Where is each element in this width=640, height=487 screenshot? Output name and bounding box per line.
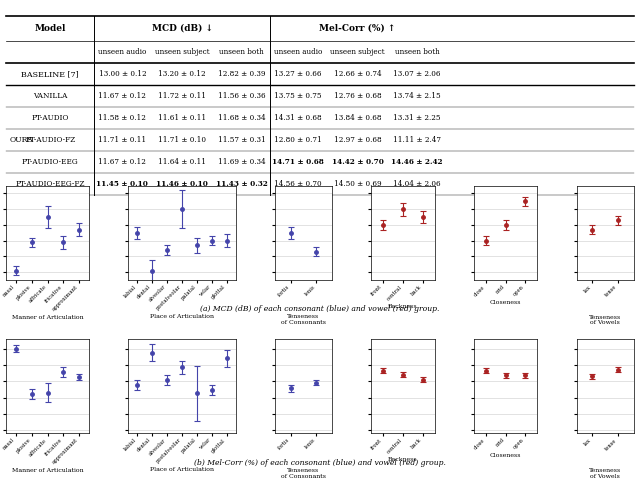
Text: 12.97 ± 0.68: 12.97 ± 0.68 (334, 136, 381, 144)
Text: OURS: OURS (10, 136, 33, 144)
Text: unseen both: unseen both (220, 48, 264, 56)
Text: unseen audio: unseen audio (99, 48, 147, 56)
Text: BASELINE [7]: BASELINE [7] (21, 70, 79, 78)
Text: unseen subject: unseen subject (330, 48, 385, 56)
X-axis label: Place of Articulation: Place of Articulation (150, 467, 214, 472)
Text: 11.43 ± 0.32: 11.43 ± 0.32 (216, 180, 268, 187)
Text: Model: Model (35, 24, 66, 33)
Text: 11.67 ± 0.12: 11.67 ± 0.12 (99, 158, 147, 166)
Text: PT-AUDIO-EEG: PT-AUDIO-EEG (22, 158, 79, 166)
X-axis label: Place of Articulation: Place of Articulation (150, 314, 214, 319)
X-axis label: Manner of Articulation: Manner of Articulation (12, 315, 83, 319)
Text: 11.72 ± 0.11: 11.72 ± 0.11 (158, 92, 206, 100)
Text: 12.76 ± 0.68: 12.76 ± 0.68 (334, 92, 381, 100)
Text: 14.46 ± 2.42: 14.46 ± 2.42 (392, 158, 443, 166)
Text: 11.69 ± 0.34: 11.69 ± 0.34 (218, 158, 266, 166)
Text: 13.07 ± 2.06: 13.07 ± 2.06 (394, 70, 441, 78)
X-axis label: Closeness: Closeness (490, 453, 522, 458)
X-axis label: Tenseness
of Vowels: Tenseness of Vowels (589, 468, 621, 479)
Text: 13.31 ± 2.25: 13.31 ± 2.25 (394, 114, 441, 122)
Text: 11.46 ± 0.10: 11.46 ± 0.10 (156, 180, 208, 187)
Text: 12.66 ± 0.74: 12.66 ± 0.74 (334, 70, 381, 78)
Text: PT-AUDIO-EEG-FZ: PT-AUDIO-EEG-FZ (15, 180, 85, 187)
Text: 13.27 ± 0.66: 13.27 ± 0.66 (275, 70, 322, 78)
Text: 14.42 ± 0.70: 14.42 ± 0.70 (332, 158, 383, 166)
Text: 14.31 ± 0.68: 14.31 ± 0.68 (274, 114, 322, 122)
Text: 12.82 ± 0.39: 12.82 ± 0.39 (218, 70, 266, 78)
Text: 14.56 ± 0.70: 14.56 ± 0.70 (274, 180, 322, 187)
Text: VANILLA: VANILLA (33, 92, 67, 100)
Text: MCD (dB) ↓: MCD (dB) ↓ (152, 24, 212, 33)
Text: 14.71 ± 0.68: 14.71 ± 0.68 (272, 158, 324, 166)
Text: 11.71 ± 0.10: 11.71 ± 0.10 (158, 136, 206, 144)
X-axis label: Manner of Articulation: Manner of Articulation (12, 468, 83, 473)
Text: Mel-Corr (%) ↑: Mel-Corr (%) ↑ (319, 24, 396, 33)
Text: (b) Mel-Corr (%) of each consonant (blue) and vowel (red) group.: (b) Mel-Corr (%) of each consonant (blue… (194, 459, 446, 467)
Text: 12.80 ± 0.71: 12.80 ± 0.71 (274, 136, 322, 144)
Text: 11.64 ± 0.11: 11.64 ± 0.11 (158, 158, 206, 166)
Text: PT-AUDIO: PT-AUDIO (31, 114, 69, 122)
X-axis label: Tenseness
of Vowels: Tenseness of Vowels (589, 315, 621, 325)
Text: 13.84 ± 0.68: 13.84 ± 0.68 (334, 114, 381, 122)
Text: 13.00 ± 0.12: 13.00 ± 0.12 (99, 70, 147, 78)
Text: 13.75 ± 0.75: 13.75 ± 0.75 (275, 92, 322, 100)
Text: 11.61 ± 0.11: 11.61 ± 0.11 (158, 114, 206, 122)
X-axis label: Backness: Backness (388, 457, 418, 462)
Text: unseen audio: unseen audio (274, 48, 322, 56)
X-axis label: Tenseness
of Consonants: Tenseness of Consonants (281, 315, 326, 325)
Text: unseen both: unseen both (395, 48, 440, 56)
Text: (a) MCD (dB) of each consonant (blue) and vowel (red) group.: (a) MCD (dB) of each consonant (blue) an… (200, 305, 440, 314)
Text: 11.57 ± 0.31: 11.57 ± 0.31 (218, 136, 266, 144)
Text: 11.45 ± 0.10: 11.45 ± 0.10 (97, 180, 148, 187)
Text: 11.56 ± 0.36: 11.56 ± 0.36 (218, 92, 266, 100)
Text: 13.20 ± 0.12: 13.20 ± 0.12 (158, 70, 206, 78)
X-axis label: Tenseness
of Consonants: Tenseness of Consonants (281, 468, 326, 479)
Text: unseen subject: unseen subject (155, 48, 209, 56)
Text: 11.58 ± 0.12: 11.58 ± 0.12 (99, 114, 147, 122)
Text: 13.74 ± 2.15: 13.74 ± 2.15 (394, 92, 441, 100)
Text: 14.50 ± 0.69: 14.50 ± 0.69 (334, 180, 381, 187)
Text: 14.04 ± 2.06: 14.04 ± 2.06 (394, 180, 441, 187)
Text: 11.71 ± 0.11: 11.71 ± 0.11 (99, 136, 147, 144)
Text: 11.67 ± 0.12: 11.67 ± 0.12 (99, 92, 147, 100)
Text: 11.68 ± 0.34: 11.68 ± 0.34 (218, 114, 266, 122)
X-axis label: Closeness: Closeness (490, 300, 522, 305)
Text: 11.11 ± 2.47: 11.11 ± 2.47 (393, 136, 441, 144)
Text: PT-AUDIO-FZ: PT-AUDIO-FZ (25, 136, 76, 144)
X-axis label: Backness: Backness (388, 304, 418, 309)
